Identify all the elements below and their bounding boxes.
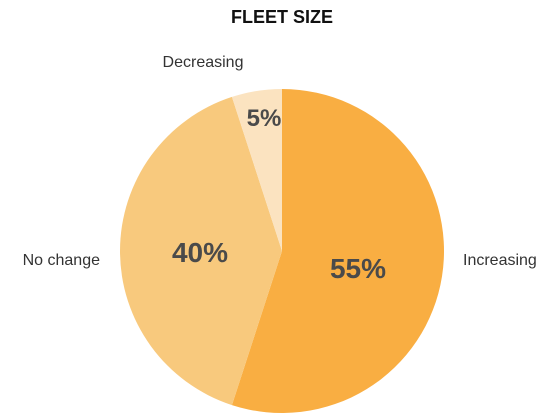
pie-slices: [120, 89, 445, 413]
data-label-decreasing: 5%: [247, 105, 282, 132]
pie-slice-increasing: [231, 89, 445, 413]
category-label-decreasing: Decreasing: [163, 54, 244, 71]
data-label-no-change: 40%: [172, 237, 228, 268]
pie-slice-decreasing: [231, 89, 282, 251]
data-label-increasing: 55%: [330, 253, 386, 284]
chart-title: FLEET SIZE: [231, 7, 333, 27]
pie-labels: 55% Increasing 40% No change 5% Decreasing: [23, 54, 537, 284]
category-label-no-change: No change: [23, 252, 100, 269]
pie-slice-no-change: [120, 96, 282, 406]
category-label-increasing: Increasing: [463, 252, 537, 269]
